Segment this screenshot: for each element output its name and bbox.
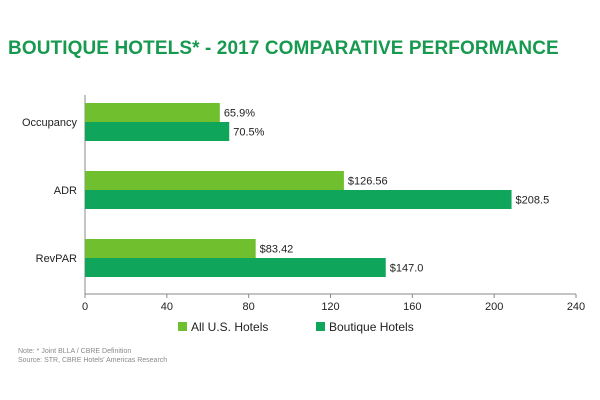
bar xyxy=(85,239,256,258)
data-label: $126.56 xyxy=(348,176,388,188)
chart-title: BOUTIQUE HOTELS* - 2017 COMPARATIVE PERF… xyxy=(8,38,559,59)
x-tick-label: 80 xyxy=(243,301,255,313)
data-label: $208.5 xyxy=(516,195,550,207)
bar xyxy=(85,258,386,277)
bar xyxy=(85,190,512,209)
category-label: ADR xyxy=(54,185,77,197)
footnote-source: Source: STR, CBRE Hotels' Americas Resea… xyxy=(18,357,168,364)
data-label: $147.0 xyxy=(390,263,424,275)
bar xyxy=(85,103,220,122)
x-tick-label: 120 xyxy=(321,301,339,313)
legend-swatch xyxy=(316,322,325,331)
x-tick-label: 0 xyxy=(82,301,88,313)
legend-label: All U.S. Hotels xyxy=(191,320,268,334)
category-label: Occupancy xyxy=(22,117,78,129)
data-label: 65.9% xyxy=(224,108,255,120)
data-label: 70.5% xyxy=(233,127,264,139)
x-tick-label: 40 xyxy=(161,301,173,313)
bar xyxy=(85,122,230,141)
legend-label: Boutique Hotels xyxy=(329,320,414,334)
x-tick-label: 240 xyxy=(567,301,585,313)
bar xyxy=(85,171,344,190)
x-tick-label: 200 xyxy=(485,301,503,313)
data-label: $83.42 xyxy=(260,244,294,256)
category-label: RevPAR xyxy=(36,253,77,265)
legend-swatch xyxy=(178,322,187,331)
footnote-note: Note: * Joint BLLA / CBRE Definition xyxy=(18,348,132,355)
x-tick-label: 160 xyxy=(403,301,421,313)
